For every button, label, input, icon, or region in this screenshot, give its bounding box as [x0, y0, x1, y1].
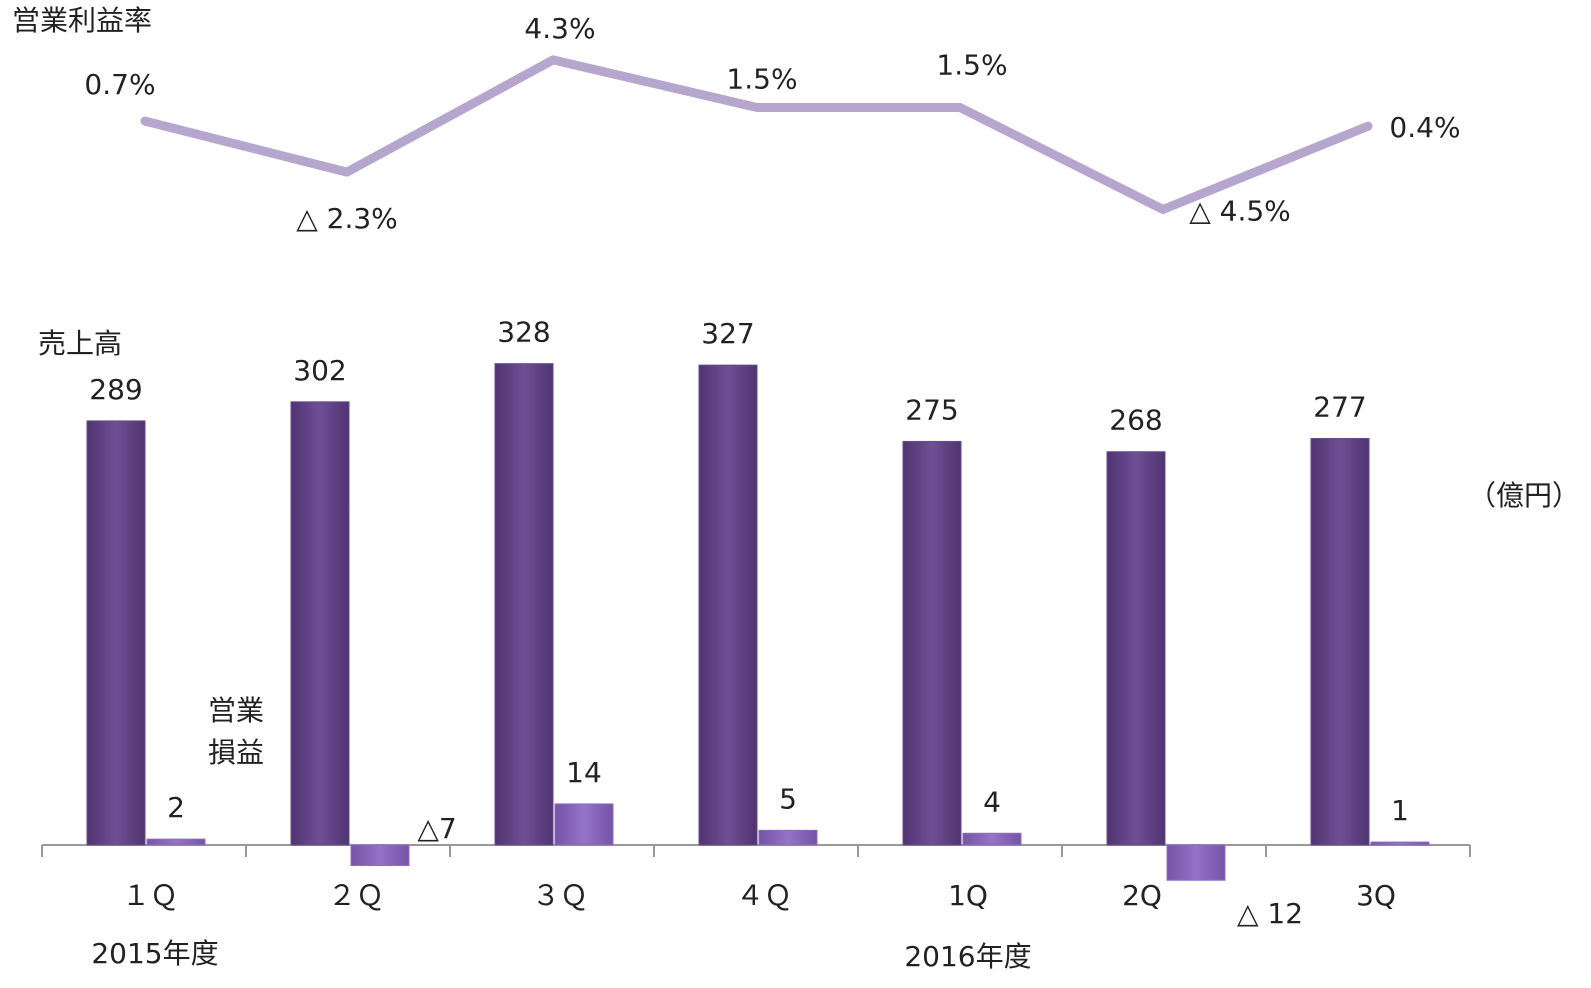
- unit-label: （億円）: [1468, 479, 1580, 512]
- value-label: △7: [417, 812, 456, 845]
- x-tick-label: 1Q: [948, 879, 988, 912]
- value-label: 1.5%: [726, 63, 797, 96]
- bar: [350, 844, 410, 867]
- bar: [1370, 841, 1430, 846]
- x-tick-label: 2Q: [1122, 879, 1162, 912]
- bar: [902, 440, 962, 846]
- value-label: 5: [779, 782, 797, 815]
- x-tick-label: ２Ｑ: [328, 879, 384, 912]
- bar: [698, 364, 758, 846]
- line-series-name: 営業利益率: [12, 4, 152, 37]
- value-label: 1.5%: [936, 49, 1007, 82]
- value-label: 4.3%: [524, 12, 595, 45]
- x-tick-label: ３Ｑ: [532, 879, 588, 912]
- value-label: 4: [983, 785, 1001, 818]
- value-label: 328: [497, 316, 550, 349]
- value-label: 327: [701, 317, 754, 350]
- value-label: △ 4.5%: [1189, 195, 1291, 228]
- value-label: 0.4%: [1389, 111, 1460, 144]
- bar: [290, 401, 350, 846]
- bar: [758, 829, 818, 846]
- value-label: 289: [89, 373, 142, 406]
- value-label: 1: [1391, 794, 1409, 827]
- value-label: 277: [1313, 391, 1366, 424]
- value-label: 268: [1109, 404, 1162, 437]
- value-label: 0.7%: [84, 68, 155, 101]
- x-tick-label: 3Q: [1356, 879, 1396, 912]
- bar: [1166, 844, 1226, 881]
- value-label: 2: [167, 791, 185, 824]
- bar: [494, 363, 554, 846]
- group-label: 2016年度: [904, 940, 1031, 973]
- line: [140, 55, 1373, 214]
- x-tick-label: １Ｑ: [122, 879, 178, 912]
- group-label: 2015年度: [91, 937, 218, 970]
- value-label: 302: [293, 354, 346, 387]
- bar-series-name: 売上高: [38, 327, 122, 360]
- bar: [962, 832, 1022, 846]
- value-label: △ 2.3%: [296, 202, 398, 235]
- bar: [1106, 451, 1166, 846]
- bar: [554, 803, 614, 846]
- profit-series-name: 営業損益: [208, 694, 265, 769]
- bar: [146, 838, 206, 846]
- value-label: 14: [566, 756, 602, 789]
- bar: [86, 420, 146, 846]
- x-tick-label: ４Ｑ: [736, 879, 792, 912]
- value-label: 275: [905, 393, 958, 426]
- bar: [1310, 438, 1370, 846]
- value-label: △ 12: [1237, 897, 1303, 930]
